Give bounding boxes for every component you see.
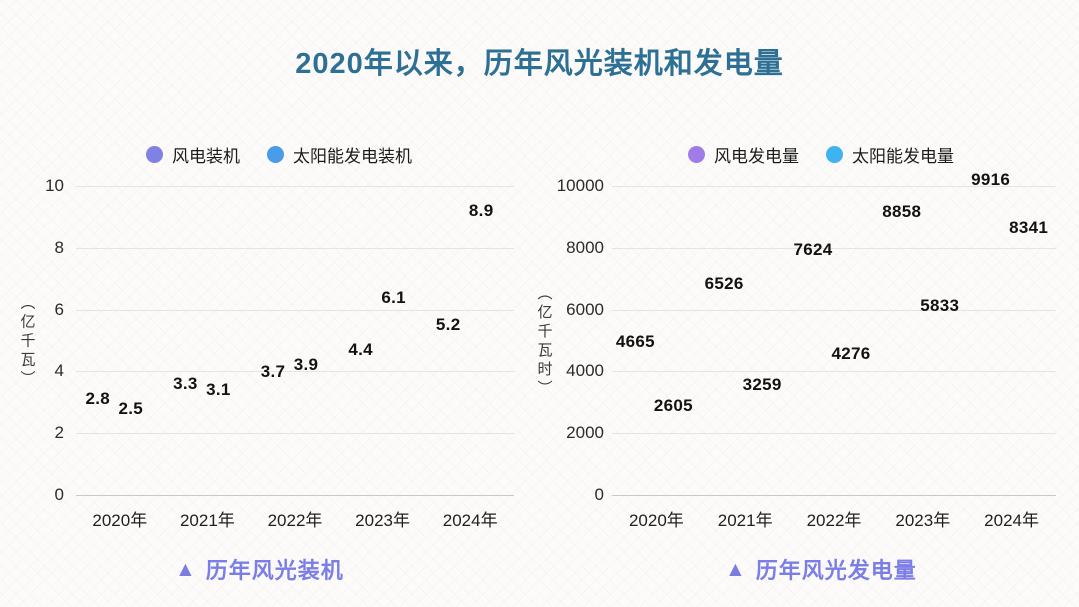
x-axis-line	[612, 495, 1056, 496]
y-tick-label: 4	[54, 361, 64, 381]
x-tick-label: 2021年	[179, 511, 235, 530]
data-label: 8.9	[468, 200, 494, 220]
legend-installed: 风电装机 太阳能发电装机	[146, 142, 412, 167]
data-label: 4276	[831, 343, 871, 363]
y-tick-label: 2	[54, 423, 64, 443]
y-tick-label: 10000	[556, 176, 604, 195]
data-label: 4.4	[348, 340, 373, 360]
data-label: 3.7	[260, 361, 286, 381]
gridline	[76, 371, 514, 373]
data-label: 9916	[971, 169, 1011, 189]
y-tick-label: 10	[45, 176, 64, 195]
y-tick-label: 0	[54, 485, 64, 504]
legend-generation: 风电发电量 太阳能发电量	[688, 142, 954, 167]
x-tick-label: 2020年	[92, 511, 148, 530]
y-tick-label: 6	[54, 299, 64, 319]
page-title: 2020年以来，历年风光装机和发电量	[295, 48, 784, 80]
x-tick-label: 2022年	[267, 511, 323, 530]
solar-installed-dot-icon	[267, 146, 284, 163]
data-label: 3259	[742, 375, 782, 395]
y-axis-title: （亿千瓦时）	[535, 285, 553, 399]
x-tick-label: 2020年	[628, 511, 684, 530]
chart-caption-installed: ▲ 历年风光装机	[175, 553, 344, 585]
caption-label: 历年风光装机	[205, 558, 344, 583]
x-tick-label: 2024年	[984, 511, 1040, 530]
gridline	[612, 186, 1056, 187]
data-label: 2605	[653, 395, 693, 415]
x-tick-label: 2022年	[806, 511, 862, 530]
legend-label: 风电装机	[172, 147, 240, 166]
legend-label: 太阳能发电量	[852, 147, 954, 166]
gridline	[76, 309, 514, 311]
caption-label: 历年风光发电量	[755, 558, 917, 583]
data-label: 3.1	[206, 380, 231, 400]
data-label: 7624	[793, 240, 833, 260]
x-axis-line	[76, 495, 514, 496]
data-label: 6.1	[381, 287, 406, 307]
x-tick-label: 2024年	[442, 511, 498, 530]
y-tick-label: 4000	[566, 361, 604, 381]
data-label: 4665	[615, 331, 655, 351]
x-tick-label: 2023年	[355, 511, 411, 530]
legend-item-wind-generation: 风电发电量	[688, 142, 799, 167]
data-label: 2.8	[85, 389, 111, 409]
y-tick-label: 0	[594, 485, 604, 504]
data-label: 6526	[704, 274, 744, 294]
gridline	[612, 247, 1056, 249]
legend-item-solar-generation: 太阳能发电量	[826, 142, 954, 167]
data-label: 5833	[920, 295, 960, 315]
legend-label: 太阳能发电装机	[293, 147, 412, 166]
data-label: 3.3	[173, 374, 198, 394]
gridline	[612, 433, 1056, 435]
data-label: 8858	[882, 202, 922, 222]
gridline	[76, 186, 514, 187]
triangle-icon: ▲	[175, 557, 196, 581]
gridline	[76, 433, 514, 435]
data-label: 5.2	[435, 315, 461, 335]
y-tick-label: 2000	[566, 423, 604, 443]
wind-installed-dot-icon	[146, 146, 163, 163]
solar-generation-dot-icon	[826, 146, 843, 163]
chart-caption-generation: ▲ 历年风光发电量	[725, 553, 917, 585]
y-tick-label: 6000	[566, 299, 604, 319]
y-tick-label: 8	[54, 237, 64, 257]
wind-generation-dot-icon	[688, 146, 705, 163]
data-label: 2.5	[118, 398, 144, 418]
x-tick-label: 2021年	[717, 511, 773, 530]
data-label: 3.9	[293, 355, 319, 375]
data-label: 8341	[1009, 218, 1049, 238]
legend-item-wind-installed: 风电装机	[146, 142, 240, 167]
x-tick-label: 2023年	[895, 511, 951, 530]
gridline	[76, 247, 514, 249]
triangle-icon: ▲	[725, 557, 746, 581]
gridline	[612, 309, 1056, 311]
legend-item-solar-installed: 太阳能发电装机	[267, 142, 412, 167]
gridline	[612, 371, 1056, 373]
y-axis-title: （亿千瓦）	[18, 294, 36, 390]
legend-label: 风电发电量	[714, 147, 799, 166]
y-tick-label: 8000	[566, 237, 604, 257]
